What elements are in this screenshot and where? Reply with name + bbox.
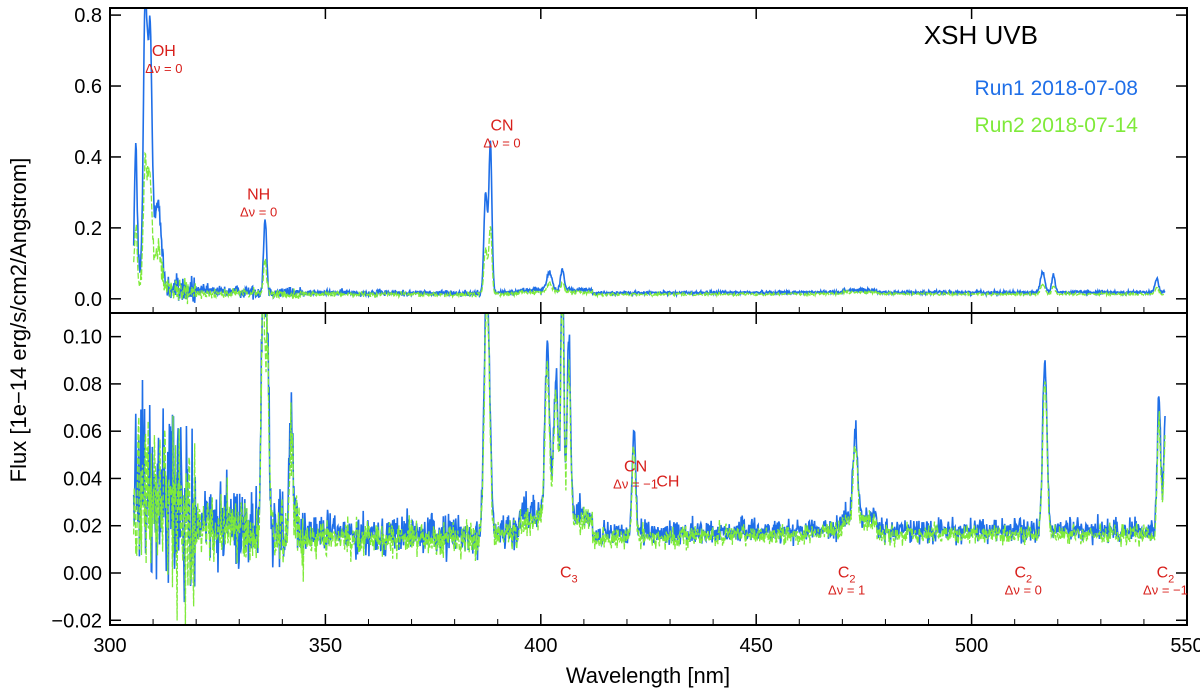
top-series-run2-line	[133, 151, 1166, 305]
top-annotation-label: NH	[247, 187, 270, 204]
bottom-xtick-label: 500	[955, 635, 988, 657]
y-axis-title: Flux [1e−14 erg/s/cm2/Angstrom]	[6, 158, 31, 483]
bottom-ytick-label: 0.02	[63, 516, 102, 538]
bottom-ytick-label: 0.00	[63, 563, 102, 585]
bottom-annotation-transition: Δν = 0	[1005, 583, 1042, 598]
bottom-ytick-label: 0.08	[63, 374, 102, 396]
bottom-annotation-label: C3	[560, 565, 578, 586]
bottom-annotation-transition: Δν = −1	[613, 476, 658, 491]
top-annotation-transition: Δν = 0	[240, 205, 277, 220]
bottom-annotation-transition: Δν = 1	[828, 583, 865, 598]
top-annotation-transition: Δν = 0	[145, 61, 182, 76]
bottom-series-run2-line	[133, 313, 1166, 625]
top-annotation-label: OH	[152, 43, 176, 60]
bottom-xtick-label: 550	[1170, 635, 1200, 657]
bottom-xtick-label: 450	[740, 635, 773, 657]
legend-entry-run1: Run1 2018-07-08	[975, 77, 1138, 100]
top-panel-frame	[109, 7, 1188, 314]
top-ytick-label: 0.8	[74, 5, 102, 27]
axis-ticks: 0.0 0.2 0.4 0.6 0.8 −0.02 0.00 0.02 0.04 0.06 0.08…	[51, 5, 1200, 657]
bottom-annotation-label: CH	[656, 474, 679, 491]
top-ytick-label: 0.2	[74, 218, 102, 240]
bottom-annotation-subscript: 3	[572, 574, 578, 586]
instrument-label: XSH UVB	[924, 20, 1038, 50]
legend-entry-run2: Run2 2018-07-14	[975, 114, 1139, 137]
top-annotation-label: CN	[490, 117, 513, 134]
bottom-ytick-label: 0.06	[63, 421, 102, 443]
x-axis-title: Wavelength [nm]	[566, 663, 730, 688]
top-ytick-label: 0.6	[74, 76, 102, 98]
bottom-xtick-label: 350	[309, 635, 342, 657]
bottom-ytick-label: 0.10	[63, 327, 102, 349]
bottom-annotation-subscript: 2	[1026, 574, 1032, 586]
bottom-xtick-label: 400	[524, 635, 557, 657]
top-ytick-label: 0.4	[74, 147, 102, 169]
bottom-panel-frame	[109, 312, 1188, 626]
top-annotation-transition: Δν = 0	[483, 135, 520, 150]
bottom-ytick-label: −0.02	[51, 610, 102, 632]
top-ytick-label: 0.0	[74, 289, 102, 311]
bottom-annotation-label: CN	[624, 458, 647, 475]
bottom-annotation-subscript: 2	[849, 574, 855, 586]
bottom-xtick-label: 300	[93, 635, 126, 657]
bottom-series-run1-line	[132, 313, 1166, 603]
bottom-annotation-subscript: 2	[1168, 574, 1174, 586]
bottom-ytick-label: 0.04	[63, 468, 102, 490]
bottom-annotation-transition: Δν = −1	[1143, 583, 1188, 598]
